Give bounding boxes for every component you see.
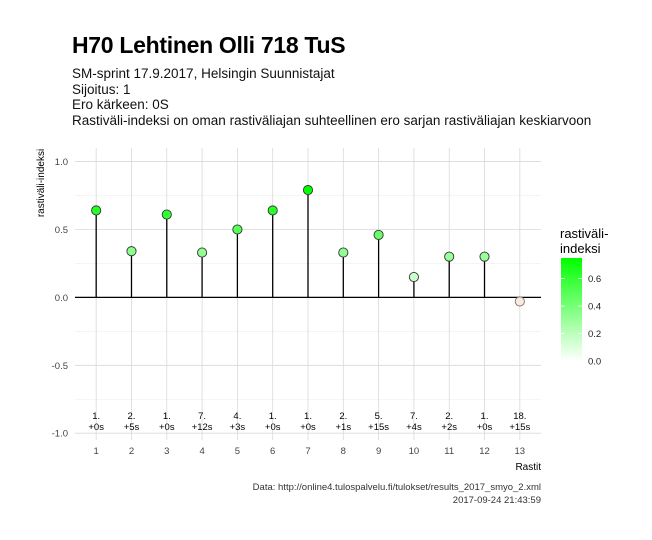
point-rank-label: 7. [198, 411, 206, 422]
chart-title: H70 Lehtinen Olli 718 TuS [72, 32, 346, 58]
x-axis-label: Rastit [515, 462, 541, 473]
legend-tick-label: 0.0 [588, 357, 601, 368]
y-tick-label: 0.5 [55, 225, 68, 236]
color-legend: rastiväli- indeksi 0.0 0.2 0.4 0.6 [560, 226, 608, 368]
legend-title-line-1: rastiväli- [560, 226, 608, 241]
caption-source: Data: http://online4.tulospalvelu.fi/tul… [253, 482, 541, 493]
point-rank-label: 4. [233, 411, 241, 422]
point-rank-label: 1. [304, 411, 312, 422]
subtitle-line-3: Ero kärkeen: 0S [72, 97, 169, 112]
x-tick-label: 9 [376, 446, 381, 457]
lollipop-point [408, 271, 419, 283]
point-rank-label: 7. [410, 411, 418, 422]
x-tick-label: 1 [94, 446, 99, 457]
x-tick-label: 4 [199, 446, 204, 457]
legend-title-line-2: indeksi [560, 241, 601, 256]
point-diff-label: +0s [300, 422, 316, 433]
x-tick-label: 8 [341, 446, 346, 457]
x-tick-label: 6 [270, 446, 275, 457]
point-rank-label: 5. [375, 411, 383, 422]
point-rank-label: 18. [513, 411, 526, 422]
grid-lines [75, 148, 541, 440]
point-diff-label: +12s [192, 422, 213, 433]
legend-color-bar [561, 258, 582, 361]
lollipop-point [161, 209, 172, 220]
legend-tick-label: 0.4 [588, 302, 601, 313]
y-tick-label: -0.5 [52, 361, 68, 372]
point-labels: 1.+0s2.+5s1.+0s7.+12s4.+3s1.+0s1.+0s2.+1… [88, 411, 530, 433]
x-tick-label: 3 [164, 446, 169, 457]
point-diff-label: +0s [159, 422, 175, 433]
legend-ticks: 0.0 0.2 0.4 0.6 [561, 274, 601, 368]
point-diff-label: +2s [441, 422, 457, 433]
point-diff-label: +15s [509, 422, 530, 433]
point-rank-label: 1. [269, 411, 277, 422]
point-rank-label: 1. [92, 411, 100, 422]
point-diff-label: +0s [265, 422, 281, 433]
subtitle-line-1: SM-sprint 17.9.2017, Helsingin Suunnista… [72, 66, 335, 81]
lollipop-point [514, 296, 525, 307]
legend-tick-label: 0.2 [588, 329, 601, 340]
point-diff-label: +0s [477, 422, 493, 433]
x-tick-label: 11 [444, 446, 454, 457]
point-diff-label: +15s [368, 422, 389, 433]
y-axis-ticks: -1.0 -0.5 0.0 0.5 1.0 [52, 157, 68, 440]
y-tick-label: 1.0 [55, 157, 68, 168]
x-tick-label: 7 [305, 446, 310, 457]
point-rank-label: 2. [128, 411, 136, 422]
x-tick-label: 13 [515, 446, 526, 457]
point-diff-label: +1s [336, 422, 352, 433]
lollipop-point [302, 185, 314, 196]
lollipop-point [267, 205, 278, 216]
legend-tick-label: 0.6 [588, 274, 601, 285]
lollipop-point [373, 229, 384, 240]
caption-timestamp: 2017-09-24 21:43:59 [453, 495, 541, 506]
point-diff-label: +4s [406, 422, 422, 433]
lollipop-points [91, 185, 525, 307]
lollipop-point [479, 251, 490, 262]
lollipop-point [444, 251, 455, 262]
x-tick-label: 10 [409, 446, 420, 457]
y-axis-label: rastiväli-indeksi [36, 149, 47, 217]
lollipop-point [197, 247, 208, 258]
lollipop-point [232, 224, 243, 235]
lollipop-point [338, 247, 349, 258]
lollipop-point [91, 205, 102, 216]
subtitle-line-2: Sijoitus: 1 [72, 82, 131, 97]
point-rank-label: 1. [163, 411, 171, 422]
point-rank-label: 2. [339, 411, 347, 422]
x-tick-label: 2 [129, 446, 134, 457]
subtitle-line-4: Rastiväli-indeksi on oman rastiväliajan … [72, 113, 592, 128]
point-diff-label: +5s [124, 422, 140, 433]
point-rank-label: 1. [481, 411, 489, 422]
lollipop-stems [95, 190, 521, 302]
point-rank-label: 2. [445, 411, 453, 422]
point-diff-label: +3s [230, 422, 246, 433]
y-tick-label: 0.0 [55, 293, 68, 304]
y-tick-label: -1.0 [52, 429, 68, 440]
lollipop-point [126, 246, 137, 257]
x-tick-label: 5 [235, 446, 240, 457]
x-tick-label: 12 [479, 446, 490, 457]
point-diff-label: +0s [88, 422, 104, 433]
x-axis-ticks: 1 2 3 4 5 6 7 8 9 10 11 12 13 [94, 446, 526, 457]
